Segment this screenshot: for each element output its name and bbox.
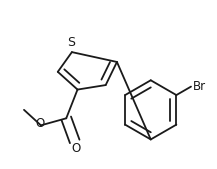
- Text: O: O: [36, 117, 45, 130]
- Text: Br: Br: [192, 80, 205, 93]
- Text: S: S: [67, 36, 75, 49]
- Text: O: O: [71, 142, 81, 155]
